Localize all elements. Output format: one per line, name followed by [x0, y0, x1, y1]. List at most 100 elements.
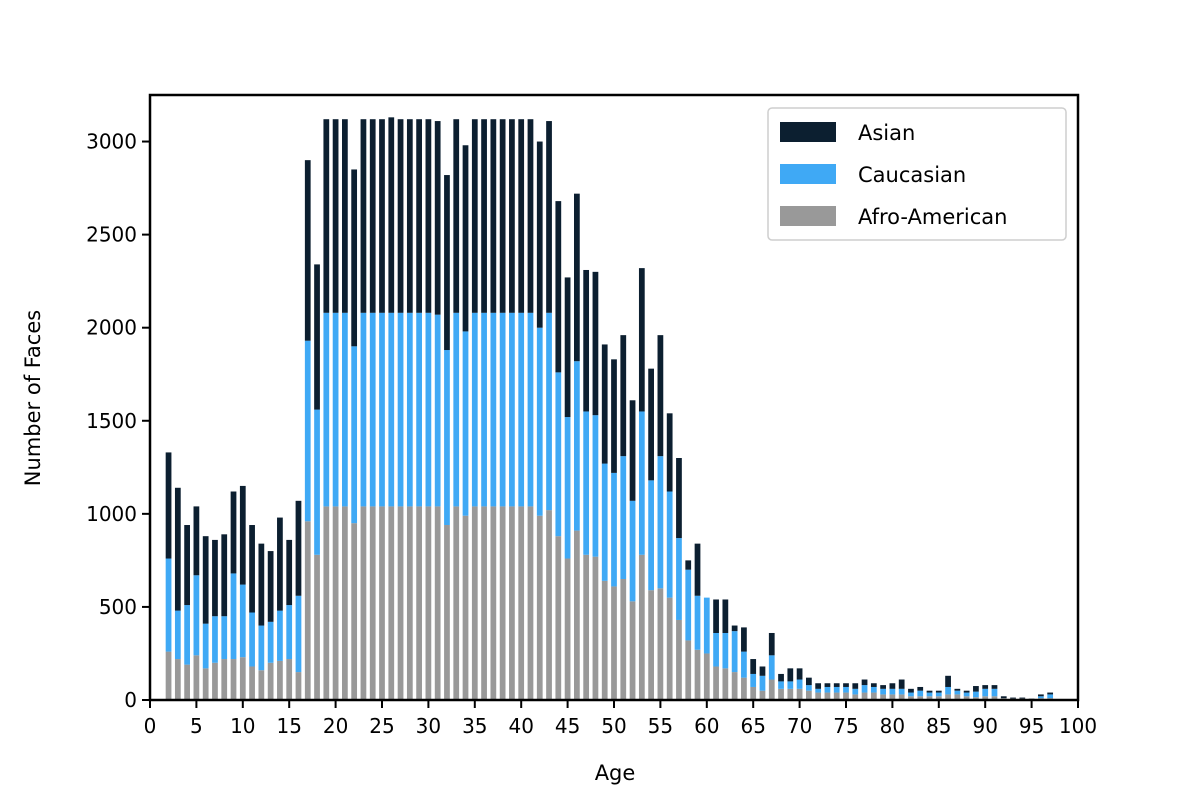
bar-caucasian-age-30 [426, 313, 432, 507]
bar-asian-age-41 [528, 119, 534, 313]
bar-caucasian-age-5 [194, 575, 200, 655]
bar-caucasian-age-27 [398, 313, 404, 507]
bar-caucasian-age-87 [954, 691, 960, 695]
bar-asian-age-7 [212, 540, 218, 616]
bar-asian-age-26 [388, 117, 394, 312]
bar-caucasian-age-52 [630, 501, 636, 602]
bar-afro-american-age-37 [490, 506, 496, 700]
x-tick-label-60: 60 [694, 714, 719, 738]
bar-asian-age-77 [862, 680, 868, 686]
bar-asian-age-19 [323, 119, 329, 313]
bar-caucasian-age-14 [277, 611, 283, 661]
bar-asian-age-71 [806, 678, 812, 685]
y-tick-label-1500: 1500 [86, 409, 137, 433]
bar-caucasian-age-4 [184, 605, 190, 665]
bar-caucasian-age-44 [555, 372, 561, 536]
bar-caucasian-age-32 [444, 350, 450, 525]
bar-asian-age-64 [741, 627, 747, 651]
bar-afro-american-age-49 [602, 581, 608, 700]
bar-afro-american-age-58 [685, 640, 691, 700]
bar-caucasian-age-37 [490, 313, 496, 507]
bar-afro-american-age-3 [175, 659, 181, 700]
legend-label-afro-american: Afro-American [858, 205, 1007, 229]
bar-afro-american-age-48 [593, 557, 599, 700]
bar-caucasian-age-20 [333, 313, 339, 507]
bar-asian-age-65 [750, 659, 756, 674]
bar-afro-american-age-32 [444, 525, 450, 700]
bar-caucasian-age-22 [351, 346, 357, 523]
bar-afro-american-age-30 [426, 506, 432, 700]
bar-caucasian-age-36 [481, 313, 487, 507]
bar-asian-age-67 [769, 633, 775, 655]
bar-caucasian-age-75 [843, 687, 849, 693]
bar-afro-american-age-8 [221, 659, 227, 700]
y-tick-label-2000: 2000 [86, 316, 137, 340]
bar-afro-american-age-35 [472, 506, 478, 700]
bar-asian-age-28 [407, 119, 413, 313]
bar-asian-age-72 [815, 683, 821, 689]
bar-asian-age-17 [305, 160, 311, 341]
x-axis-label: Age [595, 761, 636, 785]
bar-afro-american-age-10 [240, 657, 246, 700]
bar-asian-age-83 [917, 687, 923, 691]
bar-asian-age-32 [444, 175, 450, 350]
bar-afro-american-age-61 [713, 666, 719, 700]
bar-asian-age-13 [268, 551, 274, 622]
bar-asian-age-36 [481, 119, 487, 313]
bar-asian-age-8 [221, 534, 227, 616]
bar-afro-american-age-17 [305, 521, 311, 700]
x-tick-label-10: 10 [230, 714, 255, 738]
bar-asian-age-45 [565, 277, 571, 417]
bar-caucasian-age-10 [240, 585, 246, 658]
bar-caucasian-age-76 [852, 689, 858, 695]
bar-afro-american-age-16 [296, 672, 302, 700]
bar-caucasian-age-39 [509, 313, 515, 507]
bar-caucasian-age-55 [658, 456, 664, 588]
bar-asian-age-89 [973, 686, 979, 692]
y-tick-label-3000: 3000 [86, 130, 137, 154]
bar-afro-american-age-15 [286, 659, 292, 700]
bar-afro-american-age-57 [676, 620, 682, 700]
bar-caucasian-age-31 [435, 315, 441, 507]
bar-caucasian-age-91 [992, 689, 998, 696]
bar-caucasian-age-8 [221, 616, 227, 659]
bar-asian-age-48 [593, 272, 599, 415]
legend-swatch-caucasian [780, 164, 836, 184]
bar-asian-age-92 [1001, 696, 1007, 698]
bar-afro-american-age-25 [379, 506, 385, 700]
bar-afro-american-age-55 [658, 588, 664, 700]
bar-asian-age-44 [555, 201, 561, 372]
bar-asian-age-33 [453, 119, 459, 313]
bar-caucasian-age-96 [1038, 696, 1044, 698]
bar-caucasian-age-28 [407, 313, 413, 507]
bar-caucasian-age-43 [546, 313, 552, 510]
bar-asian-age-23 [361, 119, 367, 313]
bar-asian-age-96 [1038, 694, 1044, 696]
bar-caucasian-age-84 [927, 693, 933, 697]
bar-caucasian-age-41 [528, 313, 534, 507]
bar-caucasian-age-9 [231, 573, 237, 659]
bar-asian-age-68 [778, 674, 784, 681]
x-tick-label-65: 65 [740, 714, 765, 738]
bar-asian-age-24 [370, 119, 376, 313]
bar-afro-american-age-70 [797, 689, 803, 700]
bar-afro-american-age-26 [388, 506, 394, 700]
y-axis-label: Number of Faces [21, 310, 45, 486]
bar-asian-age-97 [1047, 693, 1053, 695]
bar-afro-american-age-60 [704, 653, 710, 700]
bar-asian-age-70 [797, 668, 803, 679]
bar-asian-age-94 [1019, 698, 1025, 699]
bar-caucasian-age-85 [936, 693, 942, 697]
bar-afro-american-age-14 [277, 661, 283, 700]
bar-asian-age-50 [611, 359, 617, 473]
bar-caucasian-age-56 [667, 492, 673, 598]
bar-afro-american-age-56 [667, 598, 673, 700]
bar-asian-age-74 [834, 683, 840, 687]
bar-asian-age-86 [945, 676, 951, 687]
bar-afro-american-age-9 [231, 659, 237, 700]
bar-asian-age-54 [648, 369, 654, 481]
y-tick-label-500: 500 [99, 595, 137, 619]
bar-caucasian-age-51 [620, 456, 626, 579]
